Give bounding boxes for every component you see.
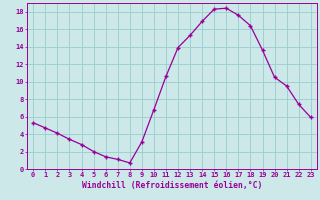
X-axis label: Windchill (Refroidissement éolien,°C): Windchill (Refroidissement éolien,°C) (82, 181, 262, 190)
